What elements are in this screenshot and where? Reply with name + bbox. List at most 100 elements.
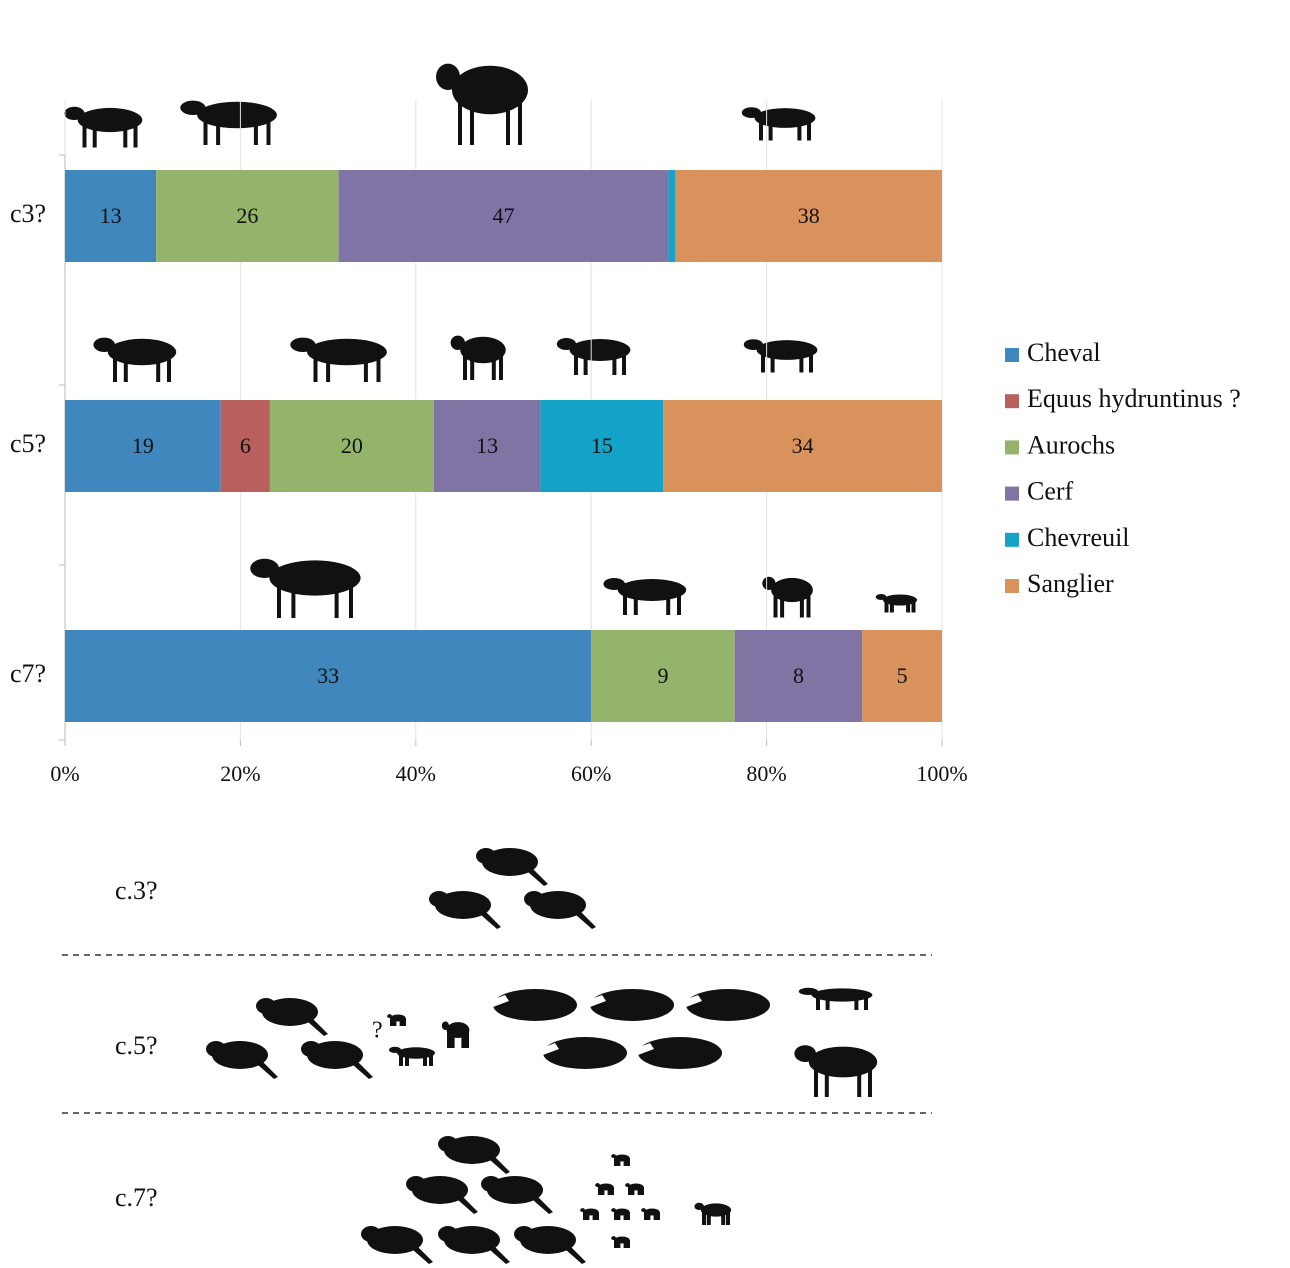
animal-icon (580, 1208, 599, 1220)
icon-leg (646, 1212, 651, 1220)
legend-label: Cheval (1027, 338, 1101, 367)
icon-leg (92, 120, 97, 148)
icon-body (307, 1041, 363, 1069)
icon-leg (399, 1053, 403, 1066)
icon-head (429, 891, 449, 907)
icon-leg (167, 352, 171, 382)
icon-tail (353, 1061, 373, 1079)
icon-leg (216, 115, 221, 145)
icon-head (290, 337, 316, 352)
bar-segment (591, 630, 735, 722)
icon-leg (623, 1240, 628, 1248)
icon-leg (868, 1062, 872, 1097)
icon-head (180, 100, 206, 115)
icon-leg (911, 600, 916, 613)
value-label: 33 (317, 663, 339, 688)
bar-segment (65, 630, 592, 722)
icon-body (811, 988, 873, 1002)
icon-head (481, 1176, 501, 1192)
icon-leg (574, 350, 578, 375)
animal-icon (524, 891, 596, 929)
icon-leg (506, 90, 510, 145)
icon-leg (349, 578, 353, 618)
icon-body (686, 989, 770, 1021)
icon-tail (490, 1246, 510, 1264)
icon-body (307, 338, 387, 366)
icon-head (441, 1021, 449, 1030)
icon-leg (583, 350, 588, 375)
icon-body (444, 1136, 500, 1164)
animal-icon (682, 989, 770, 1021)
icon-leg (450, 1030, 455, 1048)
icon-head (611, 1208, 616, 1212)
icon-leg (797, 118, 802, 141)
animal-icon (361, 1226, 433, 1264)
icon-leg (622, 350, 626, 375)
y-tick-label: c5? (10, 429, 46, 458)
animal-icon (476, 848, 548, 886)
icon-head (93, 337, 115, 352)
animal-icon (603, 578, 687, 615)
icon-body (107, 338, 177, 366)
icon-leg (470, 90, 474, 145)
animal-icon (741, 107, 816, 141)
bar-segment (433, 400, 541, 492)
icon-leg (637, 1187, 642, 1195)
y-tick-label: c3? (10, 199, 46, 228)
icon-leg (824, 1062, 829, 1097)
icon-leg (598, 1187, 602, 1195)
x-tick-label: 60% (571, 761, 611, 786)
icon-body (197, 101, 277, 129)
animal-icon (429, 891, 501, 929)
legend-label: Sanglier (1027, 569, 1114, 598)
animal-icon (389, 1046, 435, 1066)
icon-leg (583, 1212, 587, 1220)
icon-head (450, 335, 465, 350)
legend-swatch (1005, 486, 1019, 501)
icon-leg (768, 118, 773, 141)
icon-leg (600, 1187, 605, 1195)
icon-head (625, 1183, 630, 1187)
value-label: 6 (240, 433, 251, 458)
animal-icon (595, 1183, 614, 1195)
icon-body (77, 107, 143, 133)
icon-head (556, 338, 576, 350)
animal-icon (625, 1183, 644, 1195)
x-tick-label: 0% (50, 761, 79, 786)
icon-body (262, 998, 318, 1026)
icon-head (64, 106, 85, 120)
icon-leg (630, 1187, 635, 1195)
bar-segment (862, 630, 942, 722)
icon-tail (481, 911, 501, 929)
icon-body (444, 1226, 500, 1254)
animal-icon (794, 1045, 878, 1097)
icon-leg (461, 1030, 466, 1048)
bar-segment (734, 630, 863, 722)
icon-head (580, 1208, 585, 1212)
icon-leg (463, 350, 467, 380)
icon-head (595, 1183, 600, 1187)
animal-icon (290, 337, 387, 382)
row-label: c.7? (115, 1183, 158, 1212)
icon-leg (326, 352, 331, 382)
icon-head (361, 1226, 381, 1242)
value-label: 47 (493, 203, 515, 228)
icon-leg (399, 1018, 404, 1026)
icon-tail (413, 1246, 433, 1264)
animal-icon (762, 576, 813, 618)
icon-tail (533, 1196, 553, 1214)
animal-icon (641, 1208, 660, 1220)
animal-icon (387, 1014, 406, 1026)
icon-head (741, 107, 761, 118)
icon-leg (313, 352, 318, 382)
animal-icon (481, 1176, 553, 1214)
icon-head (603, 578, 625, 590)
icon-leg (780, 590, 785, 618)
animal-icon (206, 1041, 278, 1079)
legend-swatch (1005, 394, 1019, 409)
icon-leg (626, 1240, 630, 1248)
icon-leg (470, 350, 475, 380)
icon-head (611, 1154, 616, 1158)
icon-head (436, 63, 460, 90)
value-label: 13 (100, 203, 122, 228)
